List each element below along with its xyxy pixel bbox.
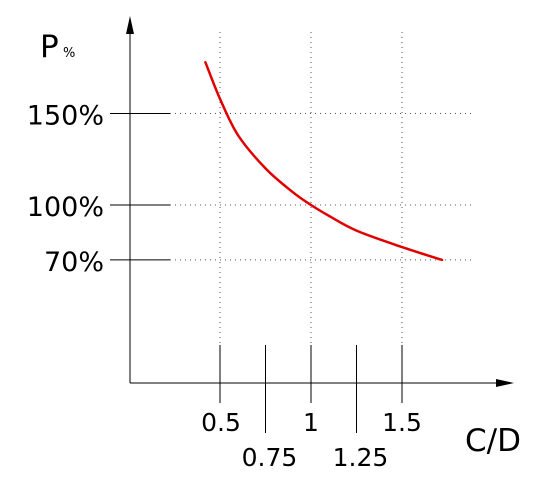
series [204, 61, 444, 262]
grid [170, 32, 475, 345]
x-axis-label: C/D [465, 423, 521, 459]
labels: P % C/D 150% 100% 70% 0.5 1 1.5 0.75 1.25 [27, 29, 521, 472]
y-axis-arrow [126, 16, 134, 34]
x-tick-label: 1.5 [382, 408, 422, 437]
y-tick-label: 150% [27, 101, 104, 132]
x-tick-label: 0.75 [242, 443, 298, 472]
x-tick-label: 0.5 [201, 408, 241, 437]
x-tick-label: 1 [303, 408, 319, 437]
y-tick-label: 70% [44, 247, 104, 278]
axes [126, 16, 514, 387]
series-line [204, 61, 444, 262]
y-axis-label: P [40, 29, 59, 65]
x-tick-label: 1.25 [333, 443, 389, 472]
y-axis-label-subscript: % [63, 46, 75, 61]
y-tick-label: 100% [27, 192, 104, 223]
x-axis-arrow [496, 379, 514, 387]
ticks [110, 113, 403, 433]
